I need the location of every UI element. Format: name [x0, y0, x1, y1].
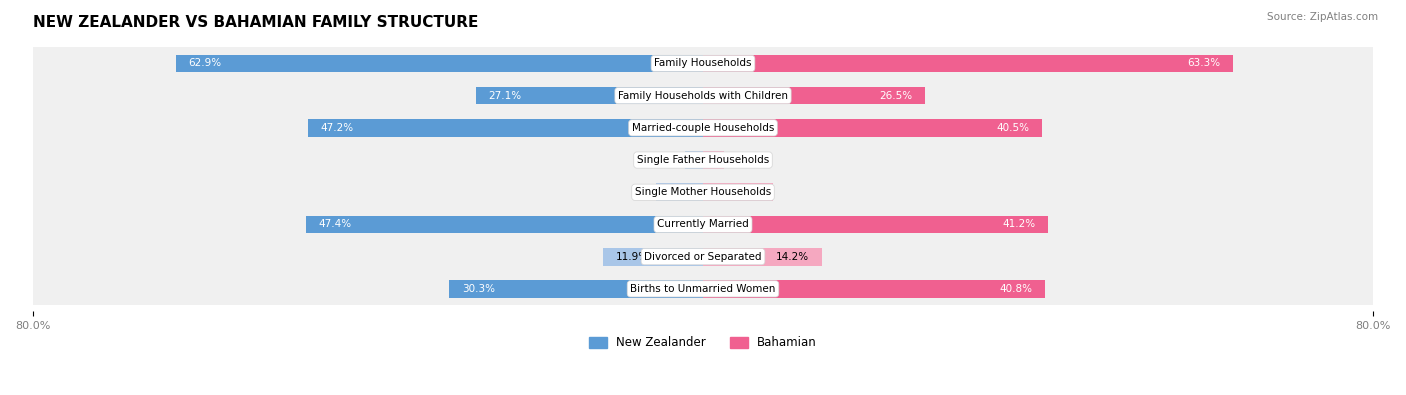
Bar — [703, 183, 772, 201]
Text: 30.3%: 30.3% — [461, 284, 495, 294]
Bar — [307, 216, 703, 233]
Text: 26.5%: 26.5% — [879, 90, 912, 101]
Bar — [703, 55, 1233, 72]
Bar — [703, 216, 1049, 233]
Bar — [176, 55, 703, 72]
Bar — [32, 176, 1374, 208]
Bar — [703, 87, 925, 105]
Bar — [685, 151, 703, 169]
Text: Married-couple Households: Married-couple Households — [631, 123, 775, 133]
Text: Single Father Households: Single Father Households — [637, 155, 769, 165]
Bar — [32, 144, 1374, 176]
Bar — [703, 119, 1042, 137]
Text: 14.2%: 14.2% — [776, 252, 810, 261]
Bar — [657, 183, 703, 201]
Text: 62.9%: 62.9% — [188, 58, 222, 68]
Text: Births to Unmarried Women: Births to Unmarried Women — [630, 284, 776, 294]
Bar — [32, 208, 1374, 241]
Legend: New Zealander, Bahamian: New Zealander, Bahamian — [585, 332, 821, 354]
Bar — [308, 119, 703, 137]
Text: 8.3%: 8.3% — [734, 187, 761, 197]
Text: 11.9%: 11.9% — [616, 252, 650, 261]
Text: 40.8%: 40.8% — [1000, 284, 1032, 294]
Bar — [703, 248, 823, 265]
Bar — [477, 87, 703, 105]
Bar — [32, 79, 1374, 112]
Bar — [32, 47, 1374, 79]
Text: 41.2%: 41.2% — [1002, 220, 1036, 229]
Text: 2.5%: 2.5% — [685, 155, 711, 165]
Text: Family Households: Family Households — [654, 58, 752, 68]
Bar — [32, 241, 1374, 273]
Text: 2.1%: 2.1% — [697, 155, 724, 165]
Text: 40.5%: 40.5% — [997, 123, 1029, 133]
Text: 47.2%: 47.2% — [321, 123, 353, 133]
Bar — [449, 280, 703, 298]
Bar — [32, 273, 1374, 305]
Bar — [32, 112, 1374, 144]
Bar — [703, 151, 724, 169]
Text: Source: ZipAtlas.com: Source: ZipAtlas.com — [1267, 12, 1378, 22]
Text: Divorced or Separated: Divorced or Separated — [644, 252, 762, 261]
Bar — [603, 248, 703, 265]
Text: 63.3%: 63.3% — [1188, 58, 1220, 68]
Text: NEW ZEALANDER VS BAHAMIAN FAMILY STRUCTURE: NEW ZEALANDER VS BAHAMIAN FAMILY STRUCTU… — [32, 15, 478, 30]
Bar — [703, 280, 1045, 298]
Text: 27.1%: 27.1% — [488, 90, 522, 101]
Text: Currently Married: Currently Married — [657, 220, 749, 229]
Text: Family Households with Children: Family Households with Children — [619, 90, 787, 101]
Text: Single Mother Households: Single Mother Households — [636, 187, 770, 197]
Text: 5.6%: 5.6% — [669, 187, 695, 197]
Text: 47.4%: 47.4% — [318, 220, 352, 229]
